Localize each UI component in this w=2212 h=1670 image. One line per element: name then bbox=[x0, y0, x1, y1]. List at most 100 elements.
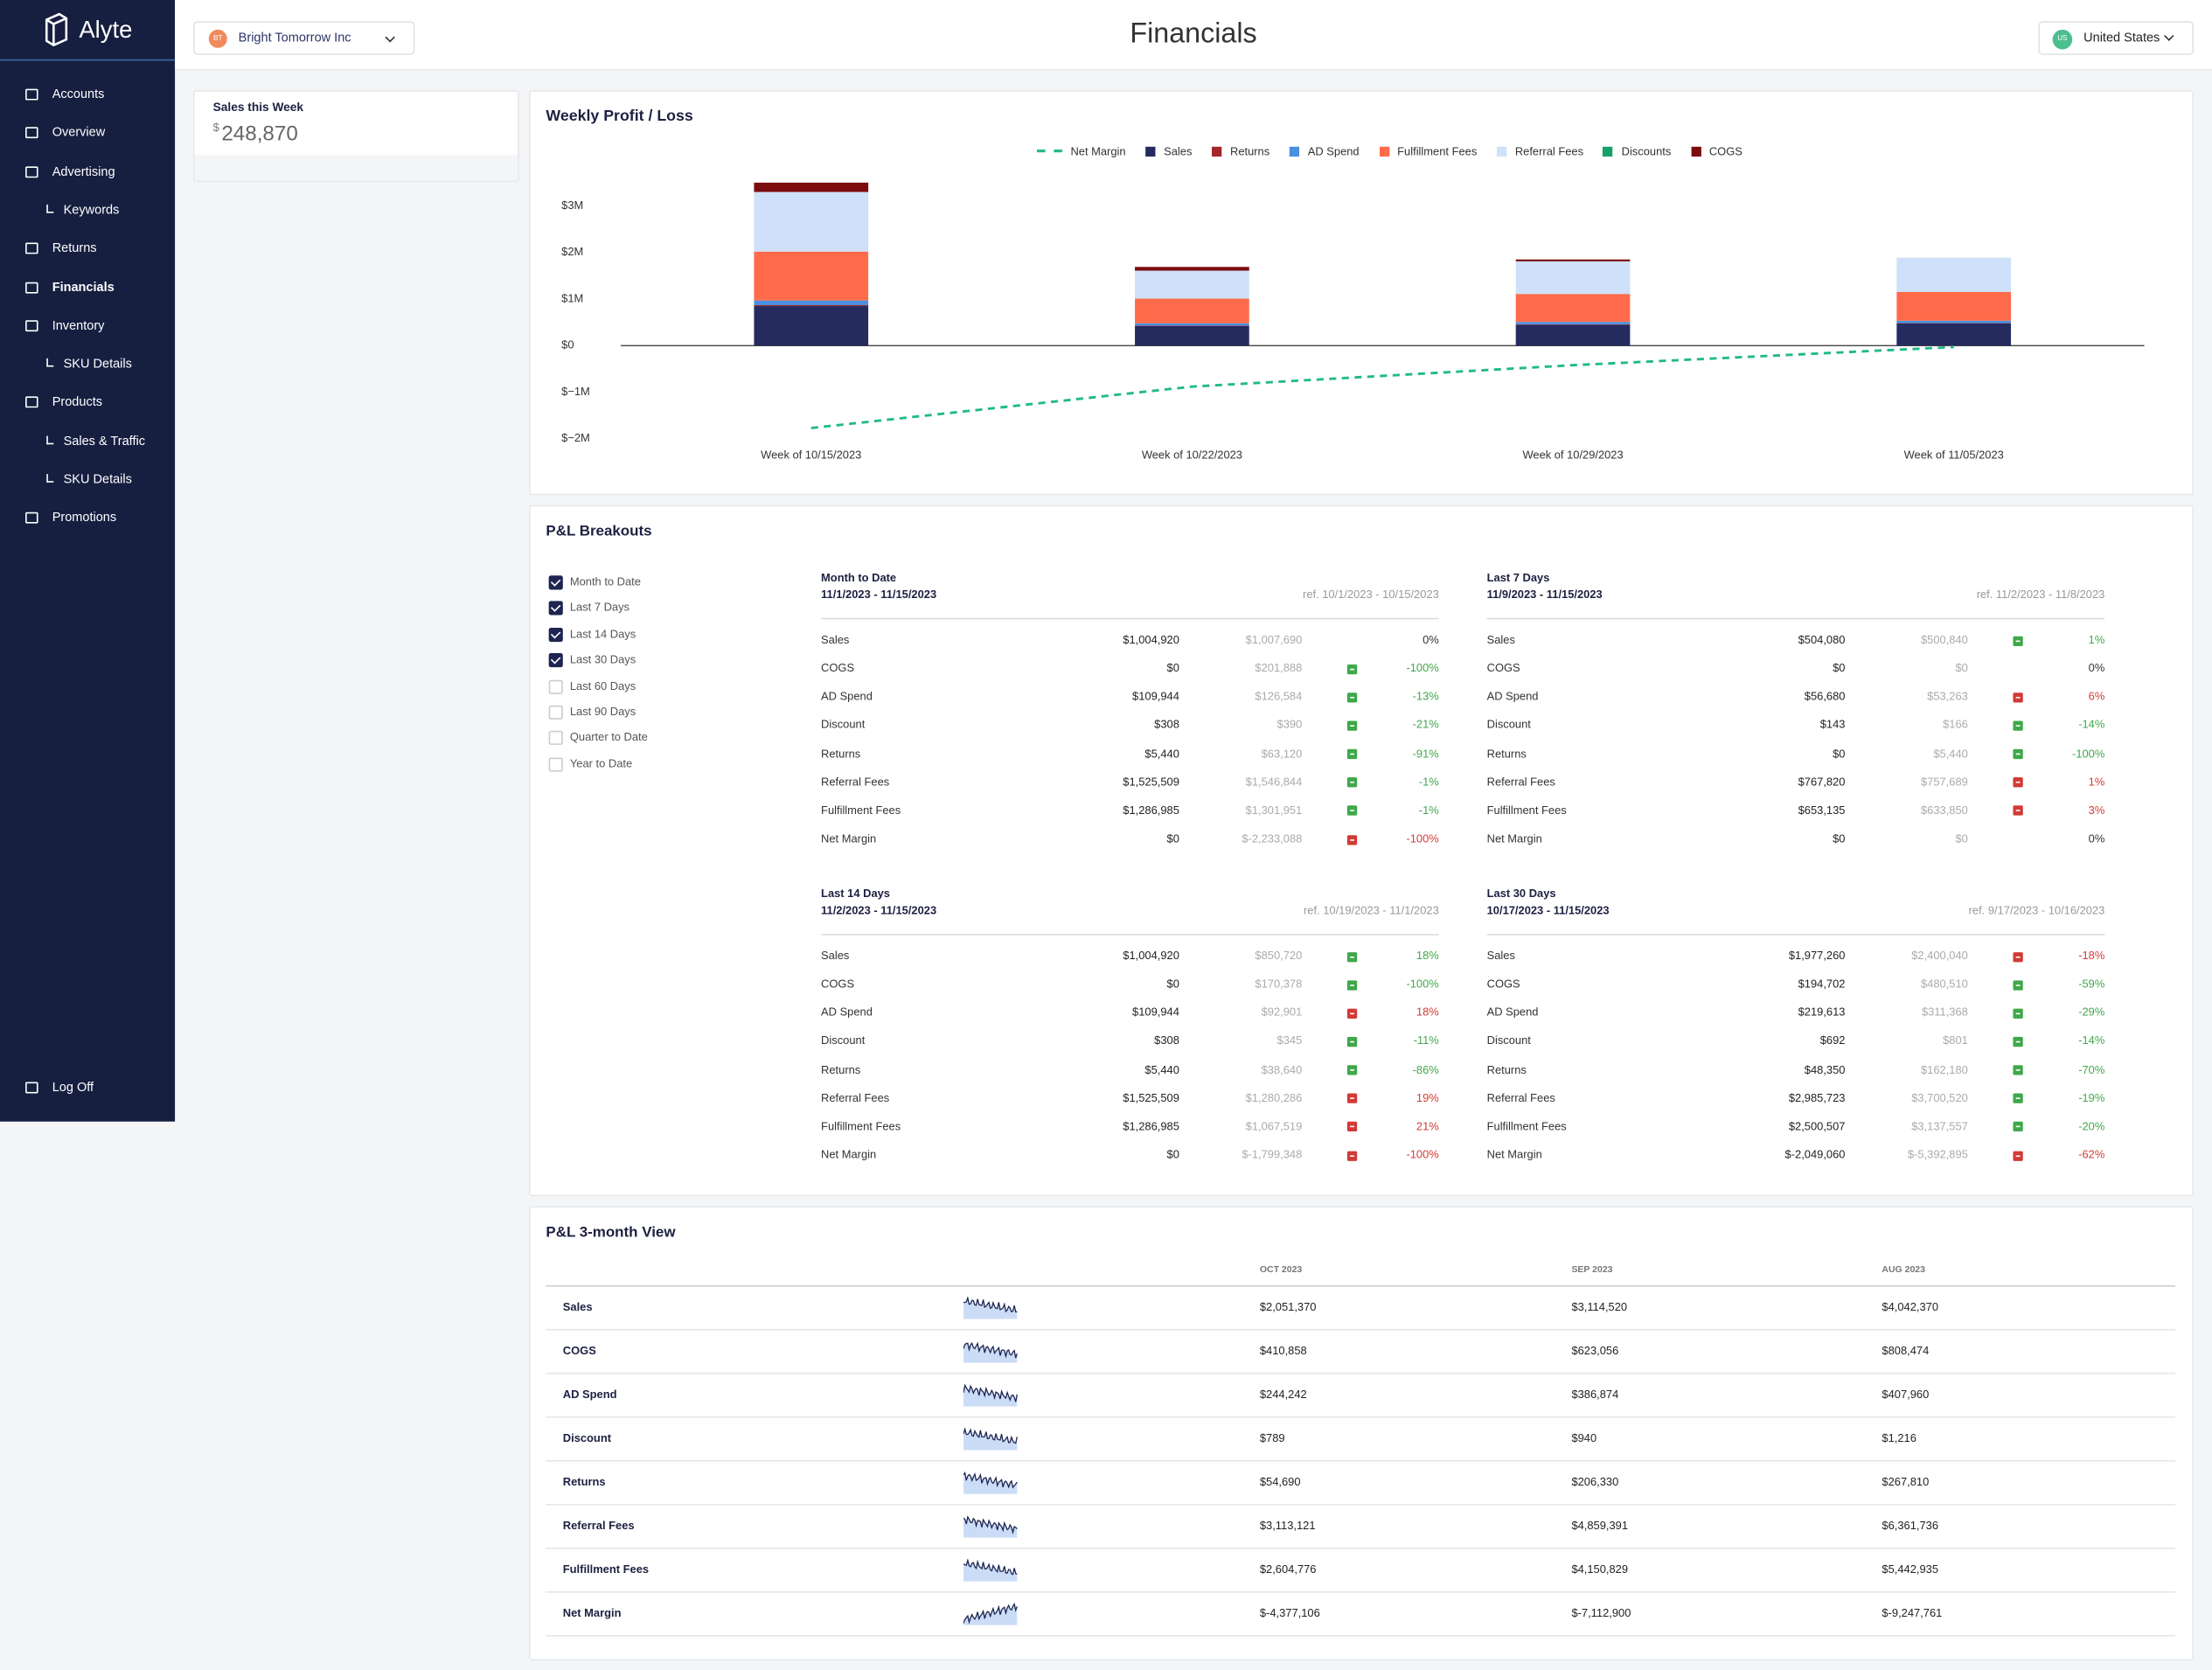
status-glyph bbox=[2014, 1126, 2020, 1128]
checkbox[interactable] bbox=[548, 705, 563, 720]
status-glyph bbox=[1349, 753, 1354, 755]
row-change: 0% bbox=[2088, 661, 2105, 675]
row-ref-value: $345 bbox=[1276, 1034, 1303, 1047]
nav-icon bbox=[25, 242, 38, 254]
nav-sub-marker bbox=[46, 435, 54, 444]
row-label: Net Margin bbox=[821, 1148, 877, 1161]
legend-item[interactable]: AD Spend bbox=[1289, 144, 1360, 157]
panel-ref: ref. 9/17/2023 - 10/16/2023 bbox=[1968, 904, 2105, 917]
row-label: COGS bbox=[1486, 978, 1520, 991]
row-label: Sales bbox=[562, 1300, 593, 1314]
row-value: $56,680 bbox=[1804, 690, 1846, 704]
row-label: Returns bbox=[562, 1475, 606, 1489]
status-icon bbox=[1346, 777, 1357, 788]
panel-ref: ref. 10/1/2023 - 10/15/2023 bbox=[1303, 588, 1439, 602]
panel-divider bbox=[1486, 934, 2105, 936]
kpi-value: 248,870 bbox=[221, 122, 298, 146]
cell-value: $2,604,776 bbox=[1259, 1562, 1317, 1576]
legend-item[interactable]: Fulfillment Fees bbox=[1379, 144, 1477, 157]
bar-segment bbox=[1896, 323, 2012, 346]
nav-item[interactable]: Overview bbox=[52, 125, 106, 140]
cell-value: $6,361,736 bbox=[1882, 1519, 1939, 1533]
status-icon bbox=[2012, 635, 2022, 646]
checkbox[interactable] bbox=[548, 679, 563, 694]
checkbox-label[interactable]: Last 60 Days bbox=[569, 679, 636, 692]
nav-sub-item[interactable]: Sales & Traffic bbox=[63, 433, 145, 448]
row-value: $5,440 bbox=[1144, 1062, 1179, 1076]
nav-icon bbox=[25, 281, 38, 293]
checkbox-label[interactable]: Last 7 Days bbox=[569, 601, 630, 615]
legend-item[interactable]: COGS bbox=[1690, 144, 1742, 157]
checkbox[interactable] bbox=[548, 757, 563, 772]
sparkline-area bbox=[963, 1385, 1018, 1407]
nav-item[interactable]: Financials bbox=[52, 279, 115, 294]
checkbox-label[interactable]: Last 30 Days bbox=[569, 653, 636, 666]
legend-item[interactable]: Referral Fees bbox=[1496, 144, 1583, 157]
checkbox-label[interactable]: Last 14 Days bbox=[569, 627, 636, 641]
panel-title: Last 7 Days bbox=[1486, 571, 1550, 584]
checkbox[interactable] bbox=[548, 627, 563, 642]
checkbox-label[interactable]: Year to Date bbox=[569, 757, 633, 770]
checkbox-label[interactable]: Last 90 Days bbox=[569, 705, 636, 719]
nav-item[interactable]: Products bbox=[52, 394, 103, 409]
breakouts-card bbox=[529, 504, 2194, 1197]
row-value: $2,985,723 bbox=[1788, 1091, 1846, 1104]
status-icon bbox=[1346, 664, 1357, 674]
checkbox[interactable] bbox=[548, 731, 563, 746]
sparkline bbox=[963, 1515, 1018, 1538]
account-dropdown[interactable] bbox=[193, 21, 415, 55]
panel-range: 10/17/2023 - 11/15/2023 bbox=[1486, 904, 1610, 917]
cell-value: $3,114,520 bbox=[1571, 1300, 1628, 1314]
nav-icon bbox=[25, 165, 38, 177]
legend-item[interactable]: Returns bbox=[1212, 144, 1269, 157]
checkbox[interactable] bbox=[548, 601, 563, 616]
sparkline bbox=[963, 1296, 1018, 1319]
status-glyph bbox=[1349, 668, 1354, 670]
status-glyph bbox=[2014, 956, 2020, 957]
nav-item[interactable]: Inventory bbox=[52, 317, 105, 332]
status-icon bbox=[2012, 805, 2022, 817]
legend-item[interactable]: Sales bbox=[1145, 144, 1192, 157]
checkbox[interactable] bbox=[548, 575, 563, 590]
legend-item[interactable]: Discounts bbox=[1603, 144, 1671, 157]
logoff[interactable]: Log Off bbox=[52, 1080, 94, 1095]
legend-swatch bbox=[1212, 145, 1222, 157]
row-ref-value: $311,368 bbox=[1921, 1005, 1968, 1019]
nav-icon bbox=[25, 397, 38, 408]
row-change: -29% bbox=[2078, 1005, 2105, 1019]
row-change: -100% bbox=[1406, 832, 1439, 845]
sparkline-line bbox=[963, 1558, 1018, 1576]
header-divider bbox=[546, 1284, 2176, 1287]
nav-item[interactable]: Returns bbox=[52, 240, 97, 255]
status-glyph bbox=[2014, 725, 2020, 727]
nav-item[interactable]: Accounts bbox=[52, 87, 105, 101]
checkbox-label[interactable]: Month to Date bbox=[569, 575, 641, 588]
nav-sub-item[interactable]: SKU Details bbox=[63, 356, 132, 371]
sparkline bbox=[963, 1383, 1018, 1407]
row-value: $0 bbox=[1166, 978, 1179, 991]
status-icon bbox=[1346, 1150, 1357, 1161]
chart: $−2M $−1M $0 $1M $2M $3M Week of 10/15/2023 Wee… bbox=[561, 182, 2145, 462]
country-code: US bbox=[2057, 34, 2068, 44]
nav-sub-item[interactable]: SKU Details bbox=[63, 471, 132, 486]
panel-title: Last 30 Days bbox=[1486, 887, 1556, 901]
nav-item[interactable]: Advertising bbox=[52, 164, 115, 178]
nav-sub-item[interactable]: Keywords bbox=[63, 202, 120, 217]
y-tick-label: $0 bbox=[561, 338, 574, 351]
top-bar bbox=[175, 0, 2212, 71]
legend-item[interactable]: Net Margin bbox=[1036, 144, 1126, 157]
y-tick-label: $3M bbox=[561, 198, 583, 212]
row-change: 21% bbox=[1416, 1119, 1439, 1133]
checkbox[interactable] bbox=[548, 653, 563, 668]
row-divider bbox=[546, 1416, 2176, 1418]
legend-swatch bbox=[1289, 145, 1300, 157]
status-icon bbox=[1346, 1036, 1357, 1047]
nav-item[interactable]: Promotions bbox=[52, 510, 117, 525]
bar-segment bbox=[1135, 325, 1249, 346]
row-ref-value: $53,263 bbox=[1927, 690, 1968, 704]
row-value: $194,702 bbox=[1798, 978, 1846, 991]
checkbox-label[interactable]: Quarter to Date bbox=[569, 731, 648, 744]
status-icon bbox=[2012, 1008, 2022, 1019]
chart-title: Weekly Profit / Loss bbox=[546, 108, 693, 125]
